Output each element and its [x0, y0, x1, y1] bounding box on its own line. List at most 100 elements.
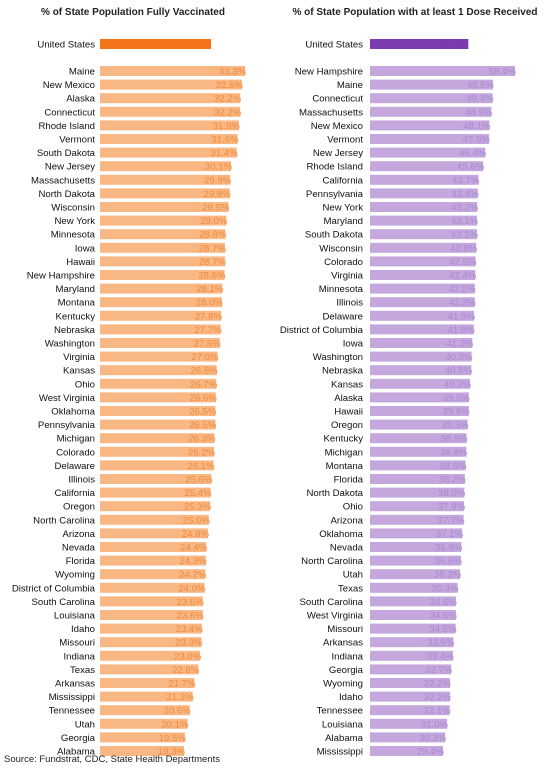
right-category-label: Georgia: [329, 665, 364, 676]
right-category-label: Maryland: [324, 216, 363, 227]
left-value-label: 26.2%: [188, 447, 216, 458]
left-category-label: South Dakota: [37, 148, 96, 159]
right-bar: [370, 215, 478, 226]
right-bar: [370, 718, 447, 729]
left-bar: [100, 93, 241, 104]
left-value-label: 27.7%: [194, 325, 222, 336]
right-value-label: 38.0%: [438, 488, 466, 499]
left-bar: [100, 718, 188, 729]
left-value-label: 31.9%: [213, 121, 241, 132]
right-category-label: Oregon: [331, 420, 363, 431]
left-bar: [100, 637, 202, 648]
left-bar: [100, 120, 239, 131]
left-category-label: Virginia: [63, 352, 95, 363]
left-category-label: Minnesota: [51, 230, 96, 241]
right-bar: [370, 161, 484, 172]
left-bar: [100, 242, 225, 253]
left-category-label: Nevada: [62, 543, 96, 554]
right-category-label: Colorado: [324, 257, 363, 268]
right-bar: [370, 514, 464, 525]
source-note: Source: Fundstrat, CDC, State Health Dep…: [4, 754, 220, 765]
right-value-label: 34.5%: [429, 624, 457, 635]
left-value-label: 23.6%: [177, 597, 205, 608]
left-value-label: 27.5%: [194, 339, 222, 350]
left-bar: [100, 691, 193, 702]
left-category-label: Indiana: [64, 651, 96, 662]
right-value-label: 42.5%: [449, 257, 477, 268]
left-category-label: Hawaii: [66, 257, 95, 268]
left-value-label: 23.4%: [176, 624, 204, 635]
right-bar: [370, 596, 456, 607]
left-chart-title: % of State Population Fully Vaccinated: [41, 7, 225, 18]
right-value-label: 34.6%: [430, 611, 458, 622]
left-value-label: 23.0%: [174, 651, 202, 662]
right-value-label: 31.0%: [421, 719, 449, 730]
right-bar: [370, 270, 476, 280]
left-category-label: Louisiana: [54, 611, 96, 622]
left-value-label: 31.4%: [211, 148, 239, 159]
right-category-label: Arkansas: [323, 638, 363, 649]
left-category-label: Massachusetts: [31, 175, 95, 186]
right-category-label: Washington: [313, 352, 363, 363]
right-bar: [370, 392, 469, 403]
right-value-label: 35.3%: [431, 583, 459, 594]
right-category-label: Alaska: [334, 393, 363, 404]
left-value-label: 32.6%: [216, 80, 244, 91]
right-category-label: Arizona: [330, 515, 363, 526]
left-bar: [100, 610, 203, 620]
left-category-label: North Dakota: [38, 189, 95, 200]
right-category-label: Indiana: [332, 651, 364, 662]
right-bar: [370, 147, 486, 158]
left-category-label: Colorado: [56, 447, 95, 458]
left-category-label: Utah: [75, 719, 95, 730]
right-value-label: 40.3%: [444, 379, 472, 390]
right-value-label: 45.6%: [457, 162, 485, 173]
left-bar: [100, 555, 206, 566]
left-bar: [100, 134, 238, 144]
left-bar: [100, 161, 232, 172]
left-value-label: 32.2%: [214, 107, 242, 118]
left-bar: [100, 664, 199, 675]
left-value-label: 33.3%: [219, 67, 247, 78]
right-category-label: Illinois: [336, 298, 363, 309]
right-value-label: 42.2%: [449, 284, 477, 295]
right-category-label: Louisiana: [322, 719, 364, 730]
right-category-label: Kansas: [331, 379, 363, 390]
left-value-label: 21.3%: [167, 692, 195, 703]
right-category-label: California: [322, 175, 363, 186]
right-value-label: 42.2%: [449, 298, 477, 309]
right-category-label: Maine: [337, 80, 363, 91]
right-bar: [370, 256, 476, 267]
left-bar: [100, 270, 225, 280]
left-bar: [100, 419, 216, 430]
left-bar: [100, 324, 221, 335]
right-category-label: Vermont: [327, 135, 363, 146]
right-value-label: 32.2%: [424, 692, 452, 703]
right-value-label: 37.7%: [437, 515, 465, 526]
right-value-label: 46.4%: [459, 148, 487, 159]
left-bar: [100, 215, 227, 226]
left-bar: [100, 174, 231, 185]
left-category-label: Arkansas: [55, 679, 95, 690]
right-bar: [370, 555, 461, 566]
left-category-label: Oregon: [63, 502, 95, 513]
right-value-label: 37.9%: [438, 502, 466, 513]
right-category-label: Nebraska: [322, 366, 364, 377]
right-bar: [370, 487, 465, 498]
left-value-label: 20.1%: [161, 719, 189, 730]
left-category-label: New Hampshire: [27, 271, 95, 282]
left-bar: [100, 705, 190, 716]
left-category-label: Ohio: [75, 379, 95, 390]
left-category-label: New Jersey: [45, 162, 95, 173]
left-value-label: 26.5%: [189, 407, 217, 418]
left-value-label: 24.3%: [180, 556, 208, 567]
left-value-label: 24.4%: [180, 543, 208, 554]
right-bar: [370, 678, 450, 688]
right-value-label: 43.4%: [452, 189, 480, 200]
right-category-label: Utah: [343, 570, 363, 581]
left-bar-chart: United States 25.5% Maine 33.3% New Mexico 32…: [12, 39, 247, 758]
right-value-label: 49.5%: [467, 80, 495, 91]
left-bar: [100, 310, 222, 321]
right-category-label: New York: [322, 203, 363, 214]
left-value-label: 24.0%: [178, 583, 206, 594]
